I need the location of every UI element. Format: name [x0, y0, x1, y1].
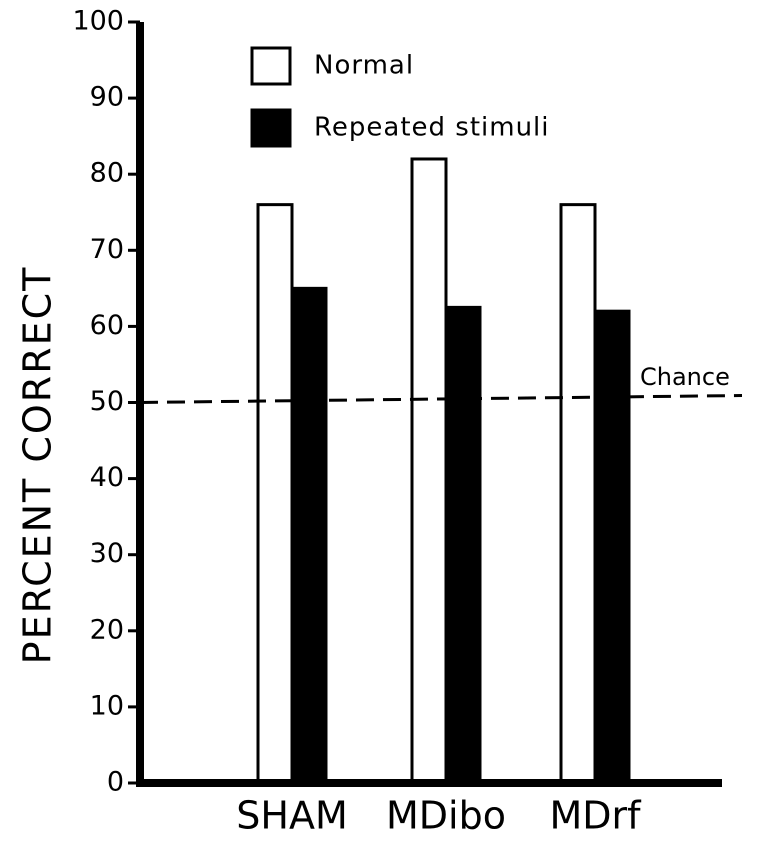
y-tick-label: 100	[72, 6, 124, 37]
x-tick-label: MDrf	[549, 794, 642, 838]
y-axis-label: PERCENT CORRECT	[16, 266, 60, 665]
bar	[410, 157, 448, 785]
y-tick-label: 50	[90, 386, 124, 417]
bar	[559, 203, 597, 785]
legend-swatch	[250, 108, 292, 148]
y-tick-label: 20	[90, 614, 124, 645]
y-tick-label: 0	[107, 767, 124, 798]
bar	[593, 309, 631, 785]
y-tick-label: 60	[90, 310, 124, 341]
bar	[444, 305, 482, 785]
y-tick-label: 10	[90, 690, 124, 721]
y-tick-label: 80	[90, 158, 124, 189]
reference-line	[139, 394, 743, 404]
legend-swatch	[250, 46, 292, 86]
y-tick-label: 30	[90, 538, 124, 569]
y-tick-label: 90	[90, 82, 124, 113]
bar	[256, 203, 294, 785]
bar	[290, 286, 328, 785]
y-tick-label: 40	[90, 462, 124, 493]
legend-label: Normal	[314, 51, 414, 81]
x-tick-label: SHAM	[236, 794, 347, 838]
reference-label: Chance	[640, 363, 730, 391]
x-tick-label: MDibo	[386, 794, 506, 838]
y-tick-label: 70	[90, 234, 124, 265]
legend-label: Repeated stimuli	[314, 113, 550, 143]
